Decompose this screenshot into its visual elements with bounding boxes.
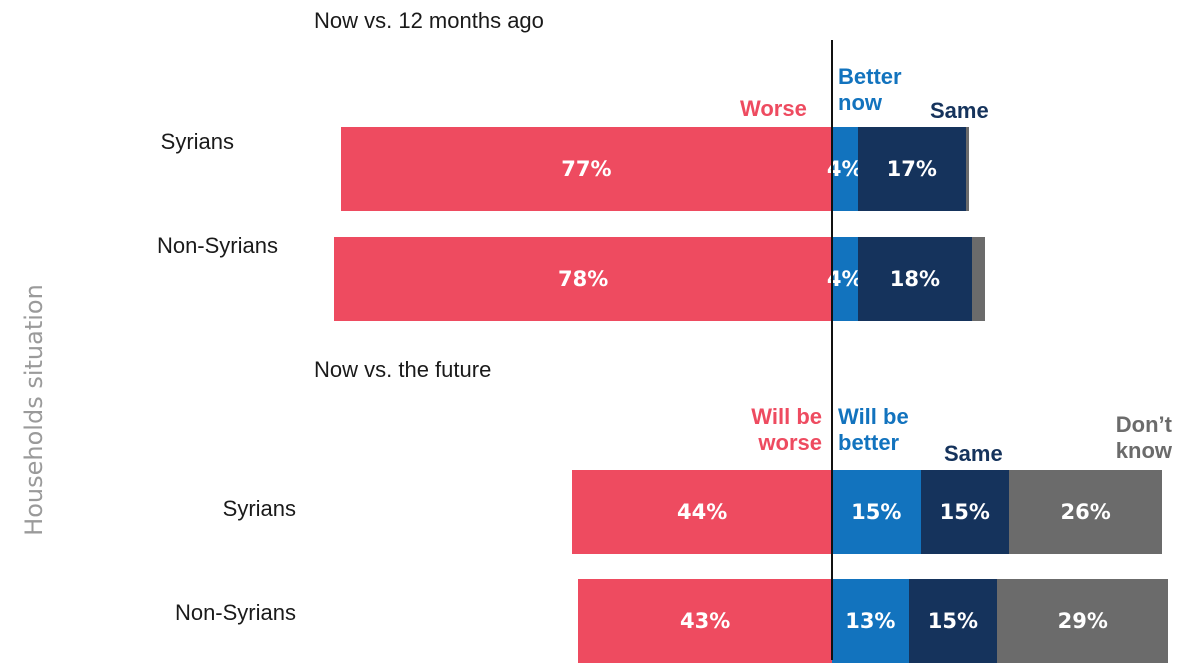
panel-2-row-label-non-syrians: Non-Syrians <box>174 600 296 625</box>
panel-2-title: Now vs. the future <box>314 357 492 382</box>
panel-2-non-syrians-label-other: 29% <box>1057 609 1108 633</box>
panel-1-syrians-bar-other <box>965 127 970 211</box>
legend-better-now: Better now <box>838 64 902 115</box>
panel-2-syrians-label-same: 15% <box>939 500 990 524</box>
panel-1-non-syrians-label-same: 18% <box>889 267 941 291</box>
panel-1-syrians-bar-negative: 77% <box>340 127 832 211</box>
panel-1-syrians-bar-better: 4% <box>827 127 863 211</box>
panel-2-non-syrians-bar-better: 13% <box>832 579 909 663</box>
panel-2-syrians-bar-better: 15% <box>832 470 921 554</box>
panel-2-non-syrians-label-same: 15% <box>927 609 979 633</box>
panel-2-non-syrians-label-better: 13% <box>845 609 896 633</box>
panel-1-syrians-bar-same: 17% <box>857 127 966 211</box>
panel-1-non-syrians-bar-better: 4% <box>827 237 863 321</box>
legend-dont-know: Don’t know <box>1115 412 1172 463</box>
panel-1-non-syrians-bar-same: 18% <box>857 237 973 321</box>
panel-2-syrians-bar-same: 15% <box>920 470 1009 554</box>
panel-2-syrians-bar-other: 26% <box>1009 470 1163 554</box>
panel-2-non-syrians-bar-negative: 43% <box>578 579 832 663</box>
legend-same-1: Same <box>930 98 989 123</box>
legend-will-be-better: Will be better <box>838 404 909 455</box>
panel-2-non-syrians-bar-same: 15% <box>908 579 998 663</box>
y-axis-title: Households situation <box>20 284 48 536</box>
panel-2-syrians-bar-negative: 44% <box>572 470 832 554</box>
panel-1-row-label-syrians: Syrians <box>160 129 234 154</box>
zero-axis-line <box>831 40 833 660</box>
panel-2-row-label-syrians: Syrians <box>222 496 296 521</box>
panel-2-non-syrians-label-negative: 43% <box>680 609 731 633</box>
panel-2-syrians-label-negative: 44% <box>677 500 728 524</box>
panel-1-non-syrians-label-negative: 78% <box>558 267 609 291</box>
legend-will-be-worse: Will be worse <box>751 404 822 455</box>
legend-same-2: Same <box>944 441 1003 466</box>
panel-2-non-syrians-bar-other: 29% <box>997 579 1169 663</box>
panel-1-title: Now vs. 12 months ago <box>314 8 544 33</box>
legend-worse: Worse <box>740 96 807 121</box>
panel-2-syrians-label-better: 15% <box>851 500 902 524</box>
panel-2-syrians-label-other: 26% <box>1060 500 1111 524</box>
panel-1-syrians-label-negative: 77% <box>561 157 612 181</box>
panel-1-syrians-label-same: 17% <box>886 157 937 181</box>
panel-1-non-syrians-bar-other <box>972 237 986 321</box>
panel-1-non-syrians-bar-negative: 78% <box>334 237 832 321</box>
panel-1-row-label-non-syrians: Non-Syrians <box>156 233 278 258</box>
